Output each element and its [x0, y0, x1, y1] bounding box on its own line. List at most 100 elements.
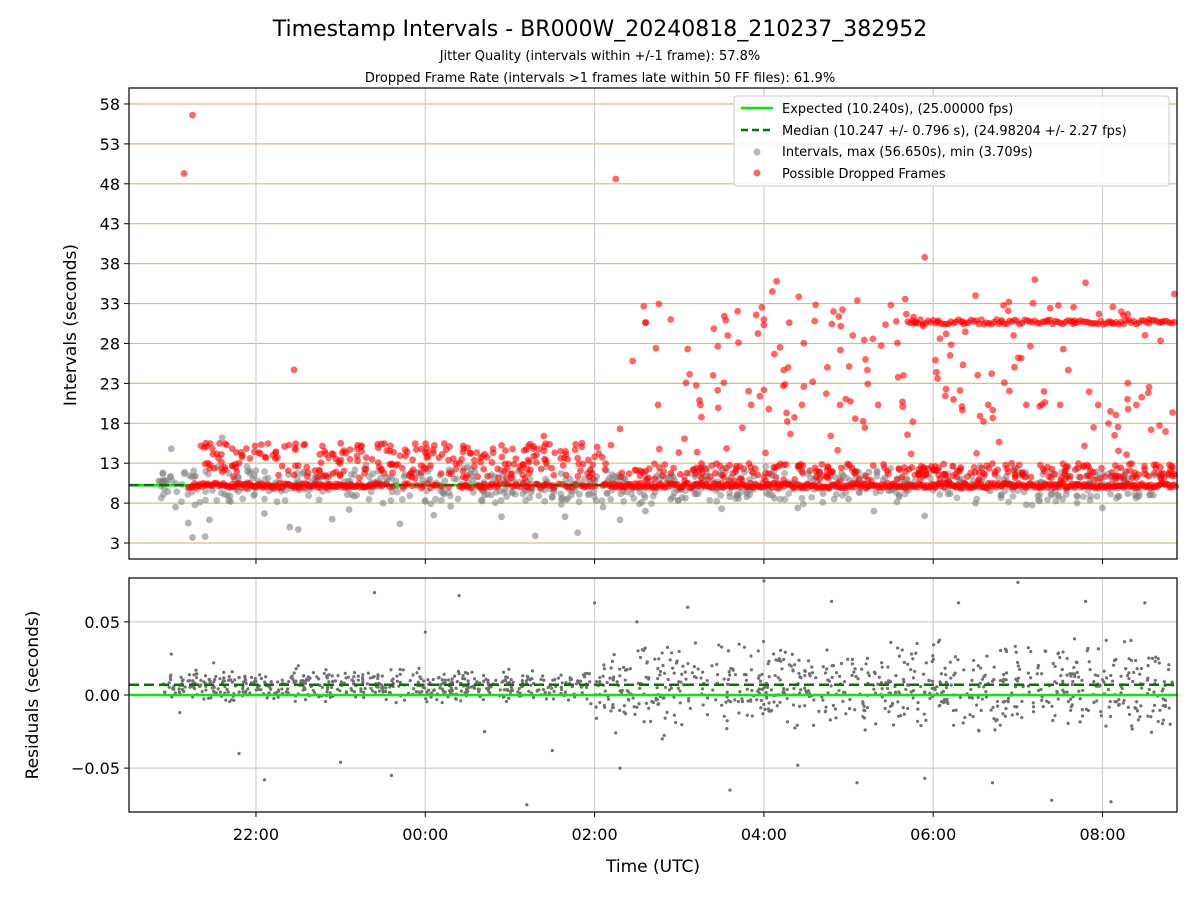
dropped-frame-point [922, 470, 930, 478]
residual-point [919, 723, 923, 728]
residual-point [1075, 670, 1079, 675]
residual-point [726, 649, 731, 653]
dropped-frame-point [835, 313, 843, 320]
residual-point [592, 601, 597, 605]
residual-point [330, 674, 334, 678]
residual-point [368, 676, 373, 680]
dropped-frame-point [692, 382, 700, 389]
residual-point [436, 676, 441, 680]
dropped-frame-point [459, 473, 467, 481]
residual-point [1059, 673, 1063, 678]
residual-point [412, 687, 416, 691]
residual-point [389, 773, 394, 778]
residual-point [662, 733, 666, 737]
residual-point [821, 698, 825, 702]
residual-point [191, 685, 195, 689]
residual-point [938, 703, 942, 707]
residual-point [472, 686, 477, 690]
interval-point [286, 523, 294, 531]
residual-point [1154, 655, 1158, 659]
residual-point [762, 639, 766, 644]
dropped-frame-point [735, 339, 742, 347]
residual-point [1065, 673, 1069, 677]
dropped-frame-point [740, 465, 748, 473]
residual-point [541, 687, 545, 692]
dropped-frame-point [696, 464, 704, 472]
dropped-frame-point [949, 472, 957, 480]
residual-point [1031, 701, 1035, 705]
interval-point [351, 466, 359, 474]
interval-point [794, 504, 802, 512]
residual-point [308, 676, 312, 680]
dropped-frame-point [1132, 474, 1140, 482]
dropped-frame-point [300, 441, 308, 449]
residual-point [206, 696, 211, 700]
residual-point [169, 677, 173, 682]
residual-point [1170, 680, 1174, 684]
dropped-frame-point [806, 467, 814, 475]
interval-point [281, 497, 289, 504]
interval-point [235, 474, 242, 482]
residual-point [737, 642, 741, 646]
dropped-frame-point [332, 455, 340, 463]
residual-point [931, 679, 935, 683]
residual-point [438, 686, 442, 690]
interval-point [500, 488, 508, 496]
interval-point [224, 492, 232, 499]
residual-point [466, 679, 470, 683]
residual-point [472, 677, 477, 681]
residual-point [210, 686, 214, 690]
residual-point [916, 707, 920, 711]
interval-point [396, 520, 404, 528]
residual-point [216, 687, 220, 691]
residual-point [1106, 687, 1111, 692]
residual-point [225, 687, 229, 691]
residual-point [916, 701, 920, 705]
dropped-frame-point [974, 371, 982, 379]
residual-point [766, 707, 771, 711]
dropped-frame-point [940, 470, 947, 478]
residual-point [1013, 685, 1018, 689]
interval-point [807, 474, 814, 482]
residual-point [668, 658, 672, 662]
interval-point [189, 534, 196, 541]
residual-point [803, 674, 807, 678]
residual-point [244, 681, 248, 686]
residual-point [454, 686, 458, 690]
dropped-frame-point [481, 450, 489, 458]
dropped-frame-point [316, 467, 323, 475]
residual-point [525, 674, 530, 678]
residual-point [371, 689, 375, 693]
dropped-frame-point [780, 461, 787, 469]
residual-point [729, 700, 733, 704]
dropped-frame-point [787, 430, 794, 438]
residual-point [688, 706, 692, 711]
residual-point [696, 667, 700, 671]
dropped-frame-point [459, 467, 467, 475]
dropped-frame-point [1027, 473, 1035, 481]
interval-point [1052, 497, 1060, 505]
dropped-frame-point [959, 406, 966, 414]
residual-point [1151, 709, 1155, 713]
dropped-frame-point [883, 467, 891, 475]
residual-point [482, 729, 487, 734]
residual-point [728, 673, 732, 677]
residual-point [984, 690, 988, 694]
interval-point [206, 516, 213, 524]
residual-point [797, 658, 801, 662]
residual-point [327, 673, 331, 677]
residual-point [711, 688, 715, 692]
residual-point [756, 689, 760, 693]
dropped-frame-point [470, 462, 478, 470]
legend: Expected (10.240s), (25.00000 fps) Media… [733, 95, 1170, 187]
dropped-frame-point [316, 451, 324, 458]
x-tick-label: 08:00 [1079, 825, 1125, 844]
dropped-frame-point [928, 463, 935, 470]
dropped-frame-point [1075, 460, 1082, 467]
residual-point [163, 690, 167, 695]
dropped-frame-point [697, 474, 705, 482]
dropped-frame-point [1160, 470, 1168, 477]
residual-point [971, 715, 975, 719]
dropped-frame-point [572, 440, 580, 448]
residual-point [746, 699, 750, 703]
